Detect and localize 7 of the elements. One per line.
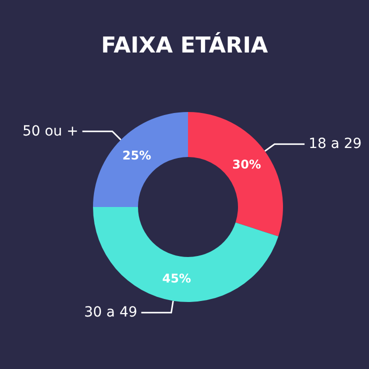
chart-title: FAIXA ETÁRIA (101, 32, 268, 58)
data-label: 25% (122, 148, 152, 163)
data-label: 45% (162, 272, 192, 286)
slice-label: 50 ou + (22, 123, 78, 140)
data-label: 30% (232, 157, 262, 172)
slice-label: 18 a 29 (308, 136, 362, 152)
slice-label: 30 a 49 (84, 304, 138, 321)
